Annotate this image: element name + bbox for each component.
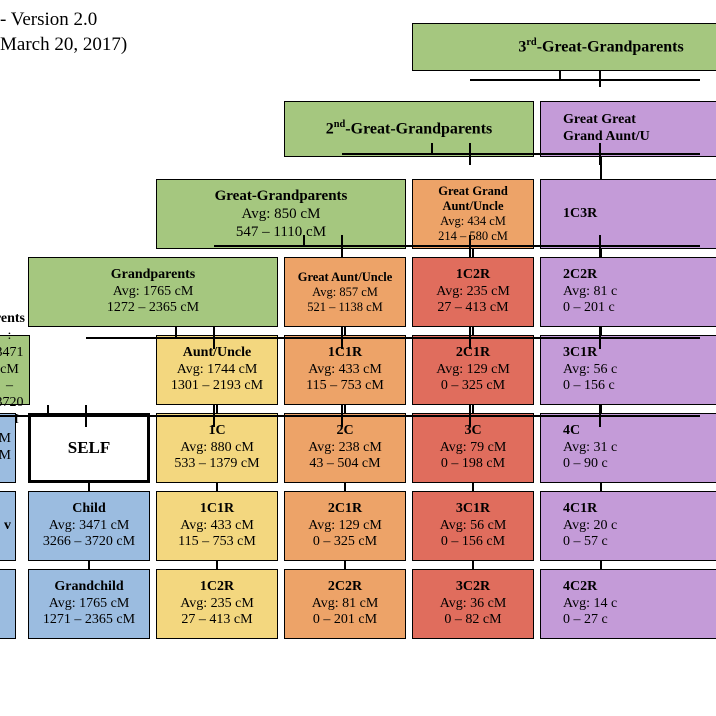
cell-great-aunt-uncle: Great Aunt/UncleAvg: 857 cM521 – 1138 cM xyxy=(284,257,406,327)
connector xyxy=(344,405,346,413)
connector xyxy=(559,71,561,79)
connector xyxy=(472,405,474,413)
connector xyxy=(85,405,87,427)
cell-4c2r: 4C2RAvg: 14 c0 – 27 c xyxy=(540,569,716,639)
cell-4c1r: 4C1RAvg: 20 c0 – 57 c xyxy=(540,491,716,561)
cell-1c1r: 1C1RAvg: 433 cM115 – 753 cM xyxy=(156,491,278,561)
connector xyxy=(0,415,700,417)
connector xyxy=(88,561,90,569)
connector xyxy=(600,561,602,569)
cell-3c1r: 3C1RAvg: 56 c0 – 156 c xyxy=(540,335,716,405)
connector xyxy=(472,327,474,335)
cell-blank: MM xyxy=(0,413,16,483)
cell-2c1r: 2C1RAvg: 129 cM0 – 325 cM xyxy=(412,335,534,405)
cell-3c: 3CAvg: 79 cM0 – 198 cM xyxy=(412,413,534,483)
connector xyxy=(175,327,177,337)
connector xyxy=(342,153,700,155)
connector xyxy=(86,337,700,339)
cell-aunt-uncle: Aunt/UncleAvg: 1744 cM1301 – 2193 cM xyxy=(156,335,278,405)
connector xyxy=(341,235,343,257)
connector xyxy=(469,235,471,257)
cell-great-great: Great GreatGrand Aunt/U xyxy=(540,101,716,157)
cell-3rd-great-grandparents: 3rd-Great-Grandparents xyxy=(412,23,716,71)
connector xyxy=(472,561,474,569)
connector xyxy=(216,405,218,413)
cell-great-grandparents: Great-GrandparentsAvg: 850 cM547 – 1110 … xyxy=(156,179,406,249)
connector xyxy=(599,71,601,87)
connector xyxy=(469,143,471,165)
cell-4c: 4CAvg: 31 c0 – 90 c xyxy=(540,413,716,483)
connector xyxy=(600,327,602,335)
connector xyxy=(600,157,602,179)
connector xyxy=(344,483,346,491)
cell-2nd-great-grandparents: 2nd-Great-Grandparents xyxy=(284,101,534,157)
header: - Version 2.0 March 20, 2017) xyxy=(0,8,127,57)
connector xyxy=(88,483,90,491)
connector xyxy=(600,249,602,257)
connector xyxy=(213,327,215,349)
cell-v: v xyxy=(0,491,16,561)
cell-child: ChildAvg: 3471 cM3266 – 3720 cM xyxy=(28,491,150,561)
cell-self: SELF xyxy=(28,413,150,483)
header-line2: March 20, 2017) xyxy=(0,33,127,58)
connector xyxy=(344,327,346,335)
cell-3c1r: 3C1RAvg: 56 cM0 – 156 cM xyxy=(412,491,534,561)
header-line1: - Version 2.0 xyxy=(0,8,127,33)
cell-grandparents: GrandparentsAvg: 1765 cM1272 – 2365 cM xyxy=(28,257,278,327)
connector xyxy=(213,405,215,427)
cell-blank xyxy=(0,569,16,639)
connector xyxy=(214,245,700,247)
cell-2c2r: 2C2RAvg: 81 c0 – 201 c xyxy=(540,257,716,327)
connector xyxy=(341,327,343,349)
cell-2c2r: 2C2RAvg: 81 cM0 – 201 cM xyxy=(284,569,406,639)
cell-1c3r: 1C3R xyxy=(540,179,716,249)
cell-2c: 2CAvg: 238 cM43 – 504 cM xyxy=(284,413,406,483)
connector xyxy=(469,327,471,349)
connector xyxy=(469,405,471,427)
connector xyxy=(216,561,218,569)
cell-1c1r: 1C1RAvg: 433 cM115 – 753 cM xyxy=(284,335,406,405)
connector xyxy=(472,483,474,491)
cell-1c: 1CAvg: 880 cM533 – 1379 cM xyxy=(156,413,278,483)
connector xyxy=(344,561,346,569)
connector xyxy=(470,79,700,81)
connector xyxy=(303,235,305,245)
cell-great-grand: Great GrandAunt/UncleAvg: 434 cM214 – 58… xyxy=(412,179,534,249)
connector xyxy=(341,405,343,427)
connector xyxy=(600,483,602,491)
cell-1c2r: 1C2RAvg: 235 cM27 – 413 cM xyxy=(412,257,534,327)
connector xyxy=(216,483,218,491)
cell-1c2r: 1C2RAvg: 235 cM27 – 413 cM xyxy=(156,569,278,639)
cell-2c1r: 2C1RAvg: 129 cM0 – 325 cM xyxy=(284,491,406,561)
connector xyxy=(472,249,474,257)
connector xyxy=(431,143,433,153)
cell-3c2r: 3C2RAvg: 36 cM0 – 82 cM xyxy=(412,569,534,639)
connector xyxy=(600,405,602,413)
cell-arents: arents: 3471 cM – 3720 cM xyxy=(0,335,30,405)
connector xyxy=(47,405,49,415)
cell-grandchild: GrandchildAvg: 1765 cM1271 – 2365 cM xyxy=(28,569,150,639)
